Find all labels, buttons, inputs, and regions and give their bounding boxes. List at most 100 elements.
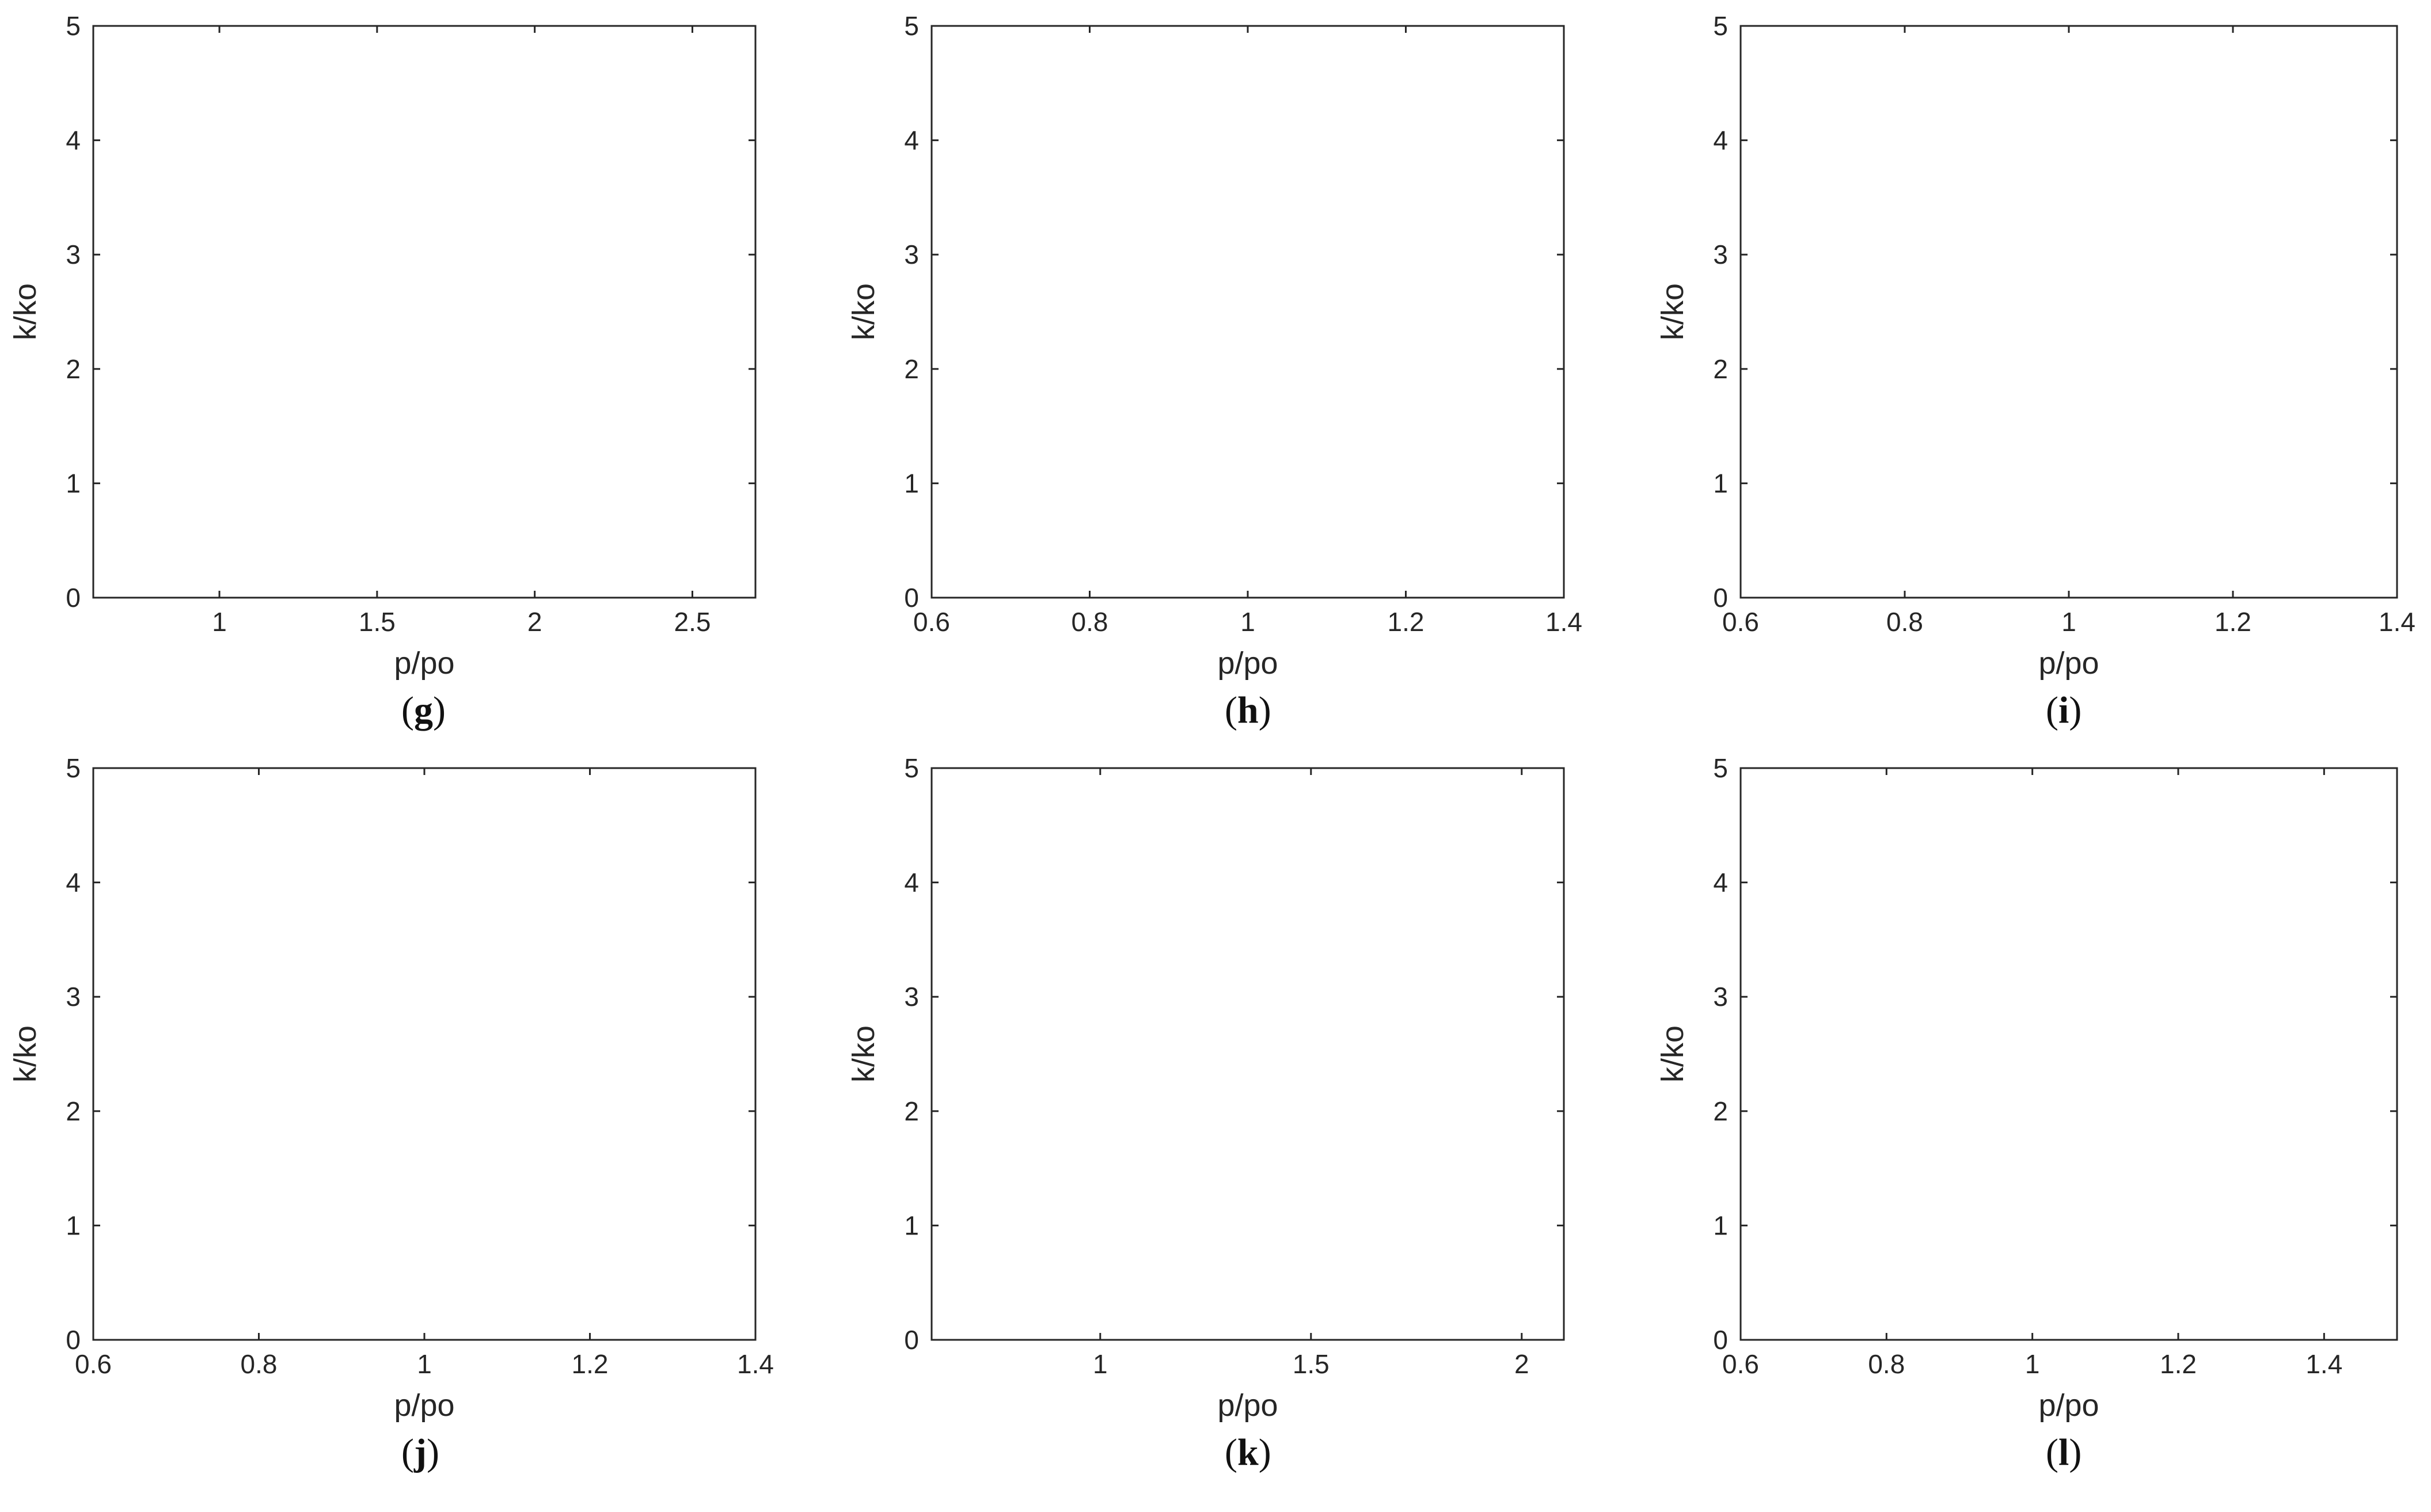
x-tick-label: 1 <box>212 607 227 637</box>
y-tick-label: 3 <box>1713 240 1728 269</box>
x-tick-label: 1 <box>2061 607 2076 637</box>
x-tick-label: 1.2 <box>2160 1349 2197 1379</box>
y-tick-label: 3 <box>66 240 81 269</box>
panel-caption-h: (h) <box>1225 689 1271 731</box>
panel-caption-letter: i <box>2058 689 2069 731</box>
x-axis-label: p/po <box>394 1388 454 1423</box>
y-tick-label: 3 <box>904 240 919 269</box>
x-tick-label: 1.4 <box>1545 607 1582 637</box>
x-tick-label: 1.2 <box>1388 607 1425 637</box>
y-tick-label: 2 <box>1713 354 1728 384</box>
panel-caption-i: (i) <box>2046 689 2082 731</box>
y-tick-label: 4 <box>904 126 919 155</box>
axes-box <box>1739 25 2398 599</box>
axes-box <box>930 25 1565 599</box>
y-tick-label: 2 <box>904 1096 919 1126</box>
y-tick-label: 3 <box>66 982 81 1012</box>
x-axis-label: p/po <box>1217 1388 1278 1423</box>
y-axis-label: k/ko <box>846 1025 881 1082</box>
panel-caption-letter: h <box>1237 689 1259 731</box>
x-tick-label: 0.6 <box>913 607 950 637</box>
y-axis-label: k/ko <box>1655 283 1690 340</box>
y-tick-label: 2 <box>1713 1096 1728 1126</box>
x-tick-label: 0.8 <box>241 1349 278 1379</box>
axes-box <box>930 767 1565 1341</box>
y-tick-label: 1 <box>904 1210 919 1240</box>
y-tick-label: 2 <box>904 354 919 384</box>
y-tick-label: 5 <box>1713 753 1728 783</box>
y-axis-label: k/ko <box>846 283 881 340</box>
x-tick-label: 1.2 <box>572 1349 609 1379</box>
y-tick-label: 1 <box>904 468 919 498</box>
panel-caption-k: (k) <box>1225 1431 1271 1473</box>
x-axis-label: p/po <box>2038 646 2099 681</box>
y-tick-label: 0 <box>904 1325 919 1355</box>
x-tick-label: 0.6 <box>1722 1349 1759 1379</box>
y-tick-label: 4 <box>1713 126 1728 155</box>
y-tick-label: 0 <box>904 583 919 613</box>
x-tick-label: 2.5 <box>674 607 711 637</box>
x-tick-label: 1 <box>1093 1349 1108 1379</box>
y-tick-label: 0 <box>66 1325 81 1355</box>
x-tick-label: 0.8 <box>1072 607 1108 637</box>
x-tick-label: 0.6 <box>75 1349 112 1379</box>
x-tick-label: 1.5 <box>1293 1349 1330 1379</box>
panel-caption-g: (g) <box>401 689 446 731</box>
y-tick-label: 5 <box>904 753 919 783</box>
x-tick-label: 1.5 <box>359 607 396 637</box>
y-tick-label: 4 <box>904 868 919 898</box>
y-tick-label: 0 <box>66 583 81 613</box>
y-tick-label: 3 <box>1713 982 1728 1012</box>
panel-caption-letter: g <box>413 689 433 731</box>
x-tick-label: 1.2 <box>2215 607 2251 637</box>
y-tick-label: 2 <box>66 1096 81 1126</box>
y-tick-label: 5 <box>904 11 919 41</box>
y-tick-label: 1 <box>1713 1210 1728 1240</box>
panel-caption-letter: j <box>413 1431 427 1473</box>
x-axis-label: p/po <box>1217 646 1278 681</box>
y-tick-label: 0 <box>1713 583 1728 613</box>
axes-box <box>1739 767 2398 1341</box>
y-axis-label: k/ko <box>8 1025 43 1082</box>
x-tick-label: 1.4 <box>2379 607 2415 637</box>
x-tick-label: 1.4 <box>737 1349 774 1379</box>
x-tick-label: 1 <box>1240 607 1255 637</box>
panel-caption-letter: k <box>1237 1431 1259 1473</box>
x-tick-label: 1.4 <box>2305 1349 2342 1379</box>
y-axis-label: k/ko <box>1655 1025 1690 1082</box>
y-tick-label: 4 <box>66 868 81 898</box>
panel-caption-j: (j) <box>401 1431 439 1473</box>
y-axis-label: k/ko <box>8 283 43 340</box>
y-tick-label: 5 <box>66 753 81 783</box>
y-tick-label: 1 <box>66 468 81 498</box>
y-tick-label: 5 <box>1713 11 1728 41</box>
x-tick-label: 1 <box>417 1349 432 1379</box>
x-tick-label: 0.8 <box>1886 607 1923 637</box>
y-tick-label: 0 <box>1713 1325 1728 1355</box>
panel-caption-letter: l <box>2058 1431 2069 1473</box>
x-axis-label: p/po <box>2038 1388 2099 1423</box>
x-tick-label: 0.8 <box>1868 1349 1905 1379</box>
y-tick-label: 5 <box>66 11 81 41</box>
x-tick-label: 1 <box>2025 1349 2040 1379</box>
y-tick-label: 1 <box>66 1210 81 1240</box>
y-tick-label: 4 <box>66 126 81 155</box>
x-tick-label: 2 <box>527 607 542 637</box>
x-axis-label: p/po <box>394 646 454 681</box>
axes-box <box>92 25 757 599</box>
x-tick-label: 0.6 <box>1722 607 1759 637</box>
y-tick-label: 4 <box>1713 868 1728 898</box>
y-tick-label: 2 <box>66 354 81 384</box>
y-tick-label: 3 <box>904 982 919 1012</box>
y-tick-label: 1 <box>1713 468 1728 498</box>
panel-caption-l: (l) <box>2046 1431 2082 1473</box>
axes-box <box>92 767 757 1341</box>
x-tick-label: 2 <box>1514 1349 1529 1379</box>
